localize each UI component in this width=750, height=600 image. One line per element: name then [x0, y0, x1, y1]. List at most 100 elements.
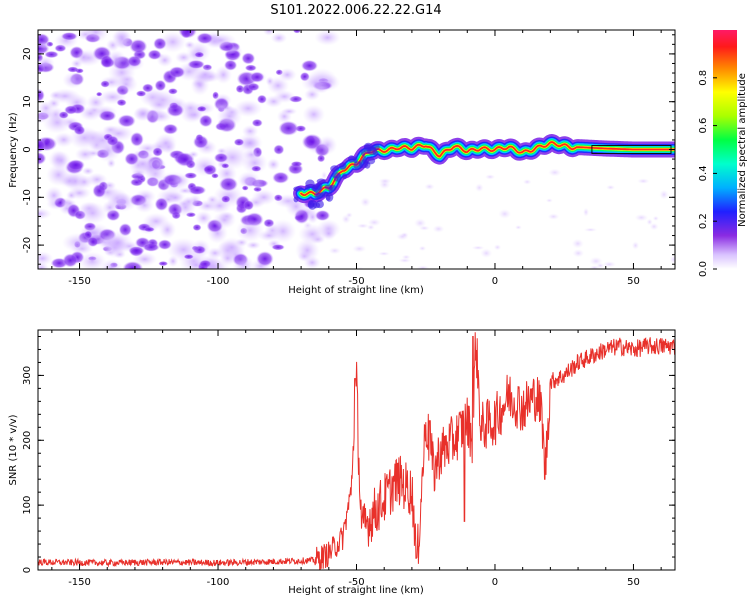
noise-blob	[192, 224, 202, 231]
noise-blob	[212, 211, 237, 229]
noise-blob	[132, 252, 158, 267]
faint-blob	[602, 261, 617, 268]
snr-x-tick-label: -100	[207, 577, 230, 588]
noise-blob	[250, 165, 262, 172]
noise-blob	[320, 226, 337, 241]
noise-blob	[133, 106, 153, 121]
noise-blob	[174, 198, 197, 217]
noise-blob	[146, 177, 160, 187]
noise-blob	[162, 123, 179, 135]
noise-blob	[198, 114, 213, 128]
noise-blob	[38, 41, 51, 49]
faint-blob	[485, 174, 496, 180]
noise-blob	[301, 59, 318, 72]
noise-blob	[62, 72, 84, 89]
colorbar: 0.0 0.2 0.4 0.6 0.8 Normalized spectral ampl…	[698, 30, 748, 277]
noise-blob	[178, 187, 192, 195]
noise-blob	[142, 83, 154, 93]
noise-blob	[130, 131, 144, 147]
spectrogram-x-tick-label: -100	[207, 276, 230, 287]
faint-blob	[416, 265, 430, 269]
noise-blob	[134, 197, 155, 213]
noise-blob	[277, 67, 297, 82]
noise-blob	[233, 138, 245, 146]
faint-blob	[357, 266, 364, 269]
ridge-blob	[293, 196, 299, 203]
noise-blob	[38, 56, 55, 71]
ridge-blob	[353, 156, 358, 164]
noise-blob	[198, 259, 212, 268]
colorbar-ticks: 0.0 0.2 0.4 0.6 0.8	[698, 70, 717, 277]
noise-blob	[158, 220, 177, 240]
noise-blob	[74, 147, 96, 162]
noise-blob	[130, 178, 144, 187]
noise-blob	[314, 30, 341, 46]
noise-blob	[79, 105, 102, 121]
faint-blob	[414, 218, 427, 228]
faint-blob	[583, 207, 589, 217]
faint-blob	[432, 225, 445, 233]
spectrogram-noise	[38, 30, 675, 280]
faint-blob	[360, 197, 371, 208]
noise-blob	[147, 49, 162, 60]
noise-blob	[73, 125, 86, 136]
faint-blob	[637, 178, 650, 184]
noise-blob	[143, 226, 155, 232]
noise-blob	[256, 251, 274, 267]
spectrogram-y-ticks: -20 -10 0 10 20	[22, 34, 675, 265]
noise-blob	[135, 150, 155, 162]
ridge-blob	[364, 161, 371, 169]
noise-blob	[273, 144, 285, 155]
noise-blob	[78, 251, 107, 269]
colorbar-tick-label: 0.4	[698, 165, 709, 181]
faint-blob	[589, 265, 600, 269]
spectrogram-x-tick-label: -50	[348, 276, 364, 287]
noise-blob	[154, 79, 167, 92]
noise-blob	[44, 186, 64, 205]
noise-blob	[196, 32, 214, 45]
colorbar-tick-label: 0.2	[698, 213, 709, 229]
noise-blob	[317, 154, 326, 163]
spectrogram-y-label: Frequency (Hz)	[8, 112, 19, 188]
noise-blob	[142, 243, 160, 252]
noise-blob	[102, 230, 134, 255]
snr-x-tick-label: -150	[68, 577, 91, 588]
noise-blob	[82, 30, 109, 43]
noise-blob	[249, 71, 265, 83]
faint-blob	[352, 245, 367, 253]
colorbar-tick-label: 0.8	[698, 70, 709, 86]
faint-blob	[398, 258, 412, 263]
noise-blob	[158, 261, 169, 267]
ridge-blob	[330, 165, 340, 173]
ridge-blob	[315, 192, 326, 199]
noise-blob	[221, 163, 230, 169]
noise-blob	[203, 165, 215, 173]
noise-blob	[92, 183, 107, 198]
snr-y-label: SNR (10 * v/v)	[8, 414, 19, 485]
colorbar-gradient	[713, 30, 737, 269]
noise-blob	[38, 208, 52, 220]
faint-blob	[515, 225, 522, 230]
colorbar-tick-label: 0.0	[698, 261, 709, 277]
ridge-blob	[311, 185, 319, 192]
noise-blob	[265, 76, 275, 87]
ridge-blob	[336, 173, 341, 183]
noise-blob	[129, 39, 148, 54]
noise-blob	[166, 192, 184, 203]
noise-blob	[148, 98, 171, 112]
spectrogram-x-tick-label: 50	[627, 276, 640, 287]
noise-blob	[180, 100, 201, 116]
snr-y-tick-label: 200	[22, 431, 33, 450]
noise-blob	[251, 189, 277, 206]
noise-blob	[107, 192, 138, 212]
ridge-blob	[315, 200, 324, 209]
spectrogram-x-tick-label: 0	[492, 276, 498, 287]
noise-blob	[168, 66, 186, 79]
faint-blob	[547, 213, 560, 220]
faint-blob	[321, 170, 328, 181]
noise-blob	[60, 32, 78, 41]
faint-blob	[425, 272, 436, 280]
noise-blob	[253, 178, 264, 190]
noise-blob	[278, 120, 299, 136]
